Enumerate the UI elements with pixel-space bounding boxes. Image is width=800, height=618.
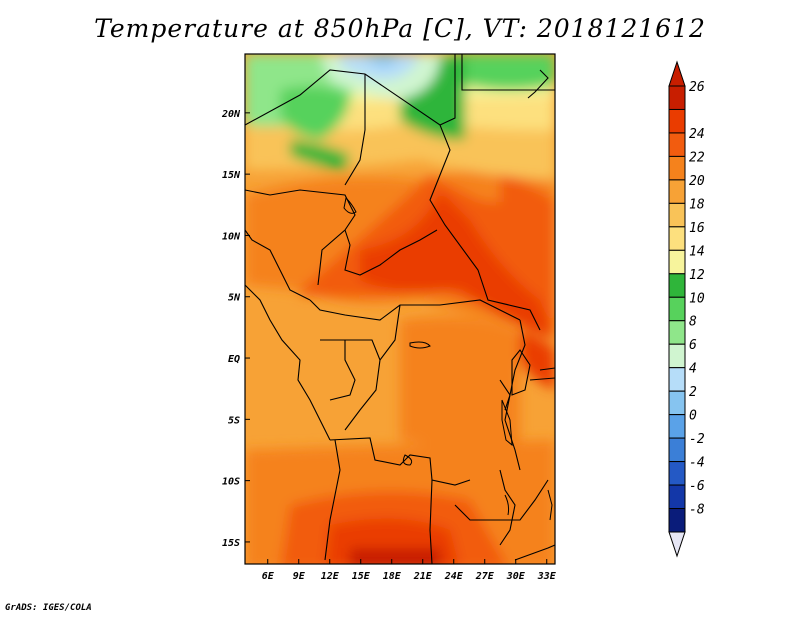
lon-tick-label: 27E	[475, 571, 495, 582]
colorbar-segment	[668, 85, 686, 110]
lon-tick-label: 18E	[383, 571, 402, 582]
colorbar-label: 22	[689, 150, 705, 165]
colorbar-segment	[668, 367, 686, 392]
colorbar-segment	[668, 461, 686, 486]
footer-credit: GrADS: IGES/COLA	[5, 603, 92, 613]
country-borders	[245, 54, 555, 564]
colorbar-label: 2	[689, 385, 697, 400]
lon-tick-label: 12E	[321, 571, 340, 582]
colorbar-segment	[668, 273, 686, 298]
lon-tick-label: 6E	[262, 571, 275, 582]
colorbar-label: -2	[689, 432, 705, 447]
colorbar-under-triangle	[668, 531, 686, 558]
lat-tick-label: 15S	[222, 538, 240, 549]
colorbar-label: 10	[689, 291, 705, 306]
colorbar-label: 18	[689, 197, 705, 212]
colorbar-segment	[668, 484, 686, 510]
colorbar-segment	[668, 132, 686, 157]
lon-tick-label: 24E	[444, 571, 464, 582]
lon-tick-label: 33E	[537, 571, 557, 582]
colorbar-segment	[668, 202, 686, 228]
colorbar-segment	[668, 155, 686, 181]
colorbar-segment	[668, 249, 686, 275]
lakes	[343, 196, 553, 521]
lat-tick-label: 15N	[222, 170, 241, 181]
colorbar-label: 6	[689, 338, 697, 353]
colorbar-label: -6	[689, 479, 705, 494]
colorbar-segment	[668, 343, 686, 369]
colorbar-label: 16	[689, 221, 705, 236]
lat-tick-label: 5N	[228, 293, 241, 304]
colorbar-label: 24	[689, 127, 705, 142]
longitude-axis: 6E 9E 12E 15E 18E 21E 24E 27E 30E 33E	[262, 559, 557, 582]
colorbar-label: 14	[689, 244, 705, 259]
colorbar-segment	[668, 390, 686, 416]
lat-tick-label: 10N	[222, 231, 241, 242]
colorbar-segment	[668, 226, 686, 251]
colorbar-label: 4	[689, 362, 697, 377]
lon-tick-label: 15E	[352, 571, 371, 582]
colorbar-label: -8	[689, 503, 705, 518]
colorbar-segment	[668, 320, 686, 345]
lon-tick-label: 9E	[293, 571, 306, 582]
colorbar-segment	[668, 437, 686, 463]
colorbar-label: 20	[689, 174, 705, 189]
colorbar-over-triangle	[668, 60, 686, 87]
colorbar-label: 0	[689, 409, 697, 424]
lat-tick-label: 10S	[222, 477, 240, 488]
lon-tick-label: 30E	[506, 571, 526, 582]
colorbar-segment	[668, 508, 686, 533]
map-frame	[244, 53, 556, 565]
temperature-field	[245, 54, 555, 564]
lat-tick-label: 20N	[221, 109, 241, 120]
colorbar-label: 12	[689, 268, 705, 283]
colorbar-label: 8	[689, 315, 697, 330]
colorbar-segment	[668, 108, 686, 134]
lat-tick-label: EQ	[228, 354, 240, 365]
colorbar-segment	[668, 179, 686, 204]
colorbar-label: 26	[689, 80, 705, 95]
lat-tick-label: 5S	[228, 415, 240, 426]
latitude-axis: 20N 15N 10N 5N EQ 5S 10S 15S	[221, 109, 250, 549]
colorbar-segment	[668, 414, 686, 439]
lon-tick-label: 21E	[413, 571, 433, 582]
map-title: Temperature at 850hPa [C], VT: 201812161…	[94, 14, 706, 43]
colorbar-segment	[668, 296, 686, 322]
colorbar-label: -4	[689, 456, 705, 471]
